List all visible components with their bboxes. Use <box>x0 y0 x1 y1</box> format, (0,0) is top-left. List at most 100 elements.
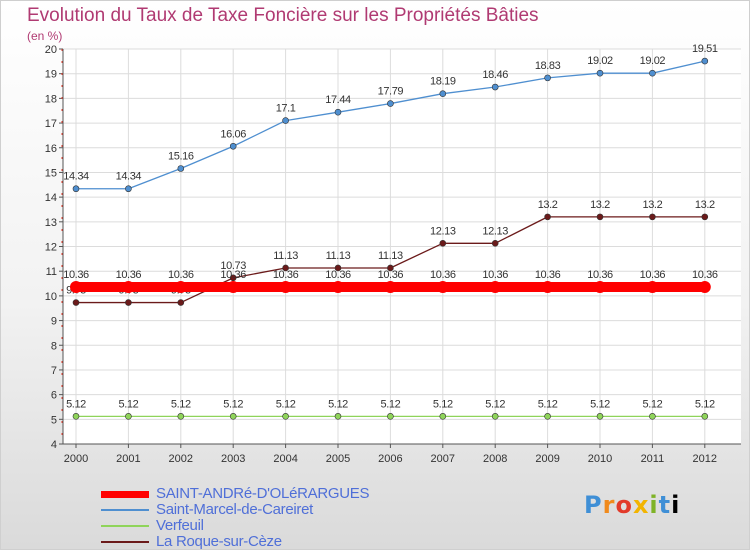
x-tick-label: 2003 <box>221 453 245 465</box>
data-point <box>384 280 397 293</box>
x-tick-label: 2007 <box>431 453 455 465</box>
data-label: 10.36 <box>430 269 456 281</box>
data-label: 10.73 <box>220 260 246 272</box>
data-label: 13.2 <box>695 199 715 211</box>
data-point <box>72 185 80 193</box>
data-point <box>701 57 709 65</box>
data-label: 10.36 <box>378 269 404 281</box>
y-tick-label: 20 <box>45 44 57 56</box>
y-tick-label: 17 <box>45 118 57 130</box>
y-tick-label: 7 <box>51 365 57 377</box>
data-label: 13.2 <box>642 199 662 211</box>
data-point <box>698 280 711 293</box>
data-point <box>649 413 656 420</box>
data-label: 18.19 <box>430 76 456 88</box>
data-point <box>439 90 447 97</box>
y-tick-label: 18 <box>45 93 57 105</box>
data-label: 5.12 <box>695 398 715 410</box>
data-label: 17.79 <box>378 86 404 98</box>
data-point <box>596 413 604 420</box>
proxiti-logo: Proxiti <box>584 491 680 519</box>
data-label: 16.06 <box>220 128 246 140</box>
y-tick-label: 8 <box>51 340 57 352</box>
data-label: 10.36 <box>63 269 89 281</box>
logo-letter: i <box>671 491 681 519</box>
x-tick-label: 2001 <box>116 453 140 465</box>
x-tick-label: 2005 <box>326 453 350 465</box>
y-tick-label: 14 <box>45 192 57 204</box>
data-point <box>125 185 132 193</box>
data-label: 11.13 <box>273 250 298 262</box>
data-label: 19.02 <box>587 55 613 67</box>
data-point <box>701 413 709 420</box>
data-label: 10.36 <box>273 269 299 281</box>
data-point <box>72 299 80 306</box>
data-label: 10.36 <box>168 269 194 281</box>
data-label: 5.12 <box>380 398 400 410</box>
data-point <box>544 74 551 82</box>
logo-letter: r <box>602 491 616 519</box>
data-label: 11.13 <box>326 250 351 262</box>
data-point <box>177 413 185 420</box>
x-tick-label: 2006 <box>378 453 402 465</box>
y-tick-label: 12 <box>45 242 57 254</box>
data-point <box>439 239 447 247</box>
data-point <box>229 413 237 420</box>
data-label: 10.36 <box>535 269 561 281</box>
legend-label: Saint-Marcel-de-Careiret <box>156 501 314 518</box>
data-point <box>177 299 185 306</box>
data-label: 12.13 <box>482 225 508 237</box>
data-label: 17.1 <box>276 103 296 115</box>
data-point <box>125 299 132 306</box>
data-label: 5.12 <box>538 398 558 410</box>
data-point <box>387 413 394 420</box>
y-tick-label: 4 <box>51 439 57 451</box>
y-tick-label: 19 <box>45 69 57 81</box>
data-label: 5.12 <box>171 398 191 410</box>
data-point <box>282 264 289 272</box>
data-point <box>544 413 551 420</box>
logo-letter: t <box>658 491 672 519</box>
data-label: 5.12 <box>223 398 243 410</box>
data-label: 19.51 <box>692 43 718 55</box>
data-label: 5.12 <box>642 398 662 410</box>
y-tick-label: 15 <box>45 167 57 179</box>
x-tick-label: 2010 <box>588 453 612 465</box>
legend-swatch <box>101 509 149 511</box>
data-point <box>125 413 132 420</box>
unit-label: (en %) <box>27 29 63 43</box>
data-point <box>387 264 394 272</box>
data-point <box>439 413 447 420</box>
x-tick-label: 2012 <box>693 453 717 465</box>
data-point <box>332 280 344 293</box>
chart-title: Evolution du Taux de Taxe Foncière sur l… <box>27 5 539 26</box>
y-tick-label: 13 <box>45 217 57 229</box>
data-point <box>491 413 499 420</box>
data-label: 10.36 <box>116 269 142 281</box>
legend-swatch <box>101 491 149 498</box>
y-tick-label: 9 <box>51 316 57 328</box>
legend-label: Verfeuil <box>156 517 204 534</box>
data-label: 17.44 <box>325 94 351 106</box>
data-label: 12.13 <box>430 225 456 237</box>
data-label: 10.36 <box>220 269 246 281</box>
data-point <box>279 280 292 293</box>
data-point <box>122 280 135 293</box>
data-label: 5.12 <box>276 398 296 410</box>
data-point <box>72 413 80 420</box>
data-point <box>229 142 237 150</box>
data-label: 5.12 <box>66 398 86 410</box>
data-point <box>646 280 659 293</box>
x-tick-label: 2004 <box>273 453 297 465</box>
data-point <box>227 280 240 293</box>
logo-letter: P <box>584 491 603 519</box>
y-tick-label: 11 <box>46 266 57 278</box>
data-label: 10.36 <box>692 269 718 281</box>
data-label: 18.83 <box>535 60 561 72</box>
data-label: 14.34 <box>116 171 142 183</box>
x-tick-label: 2000 <box>64 453 88 465</box>
data-label: 5.12 <box>118 398 138 410</box>
x-tick-label: 2008 <box>483 453 507 465</box>
